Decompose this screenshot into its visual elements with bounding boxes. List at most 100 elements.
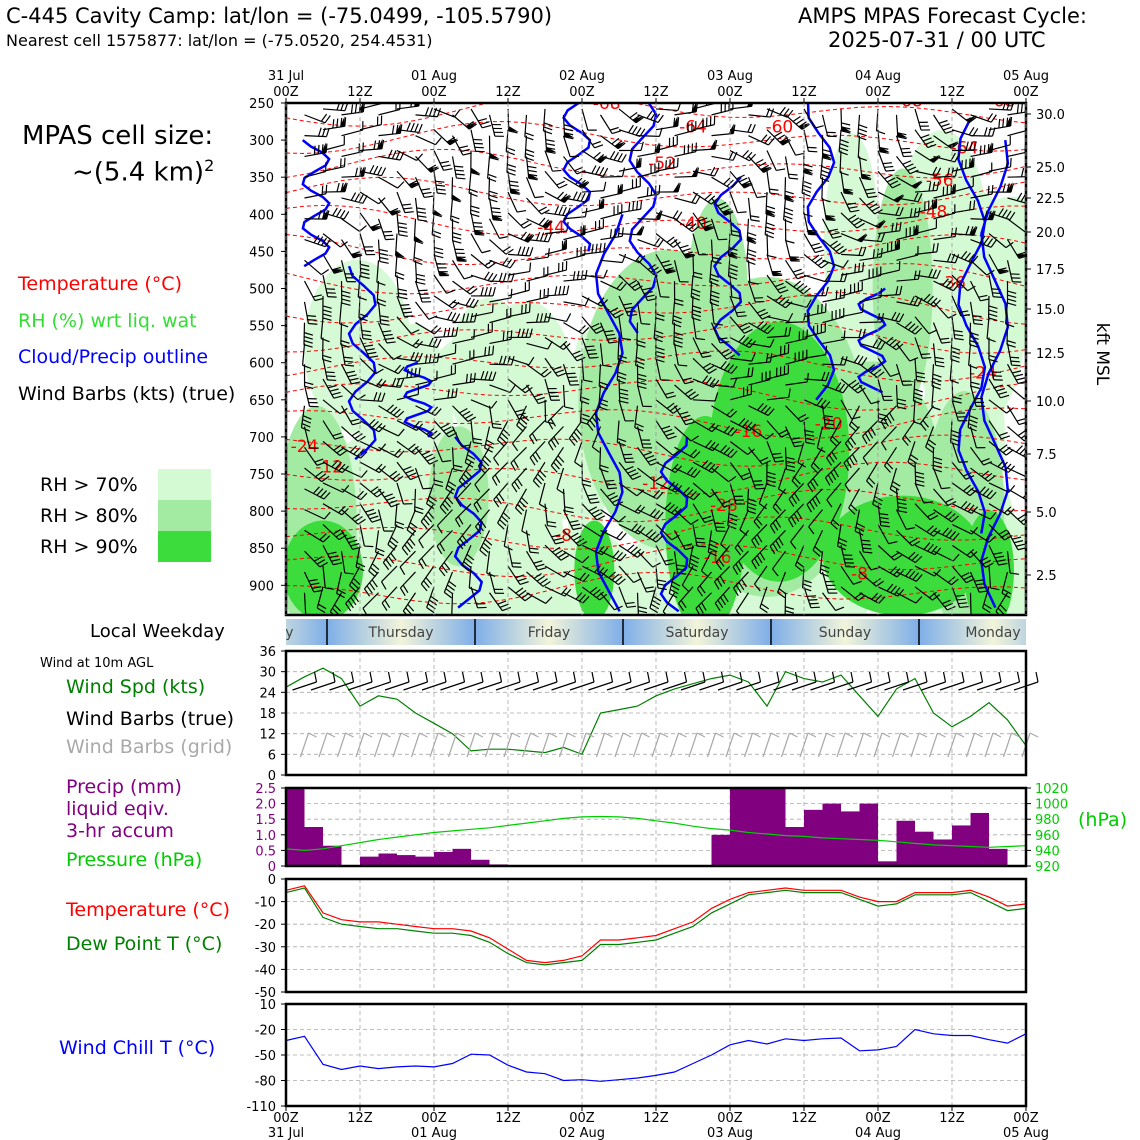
wind-barb — [488, 177, 498, 203]
time-tick-label: 12Z — [643, 85, 669, 100]
wind-barb — [969, 280, 990, 302]
surface-wind-barb-grid — [429, 732, 447, 758]
surface-wind-barb-grid — [780, 732, 798, 758]
wind-barb — [563, 529, 588, 547]
wind-barb — [933, 204, 956, 220]
wind-barb — [544, 336, 571, 351]
cross-section-plot: -68-64 -60-68 -68-64-56-52-48-44 -40-36-24-… — [286, 103, 1026, 615]
wind-barb — [322, 157, 346, 172]
wind-barb — [599, 343, 612, 368]
wind-barb — [766, 344, 790, 359]
wind-barb — [711, 176, 738, 189]
cell-size-title: MPAS cell size: — [22, 121, 214, 151]
wind-barb — [375, 530, 385, 557]
wind-barb — [563, 571, 590, 582]
wind-barb — [377, 218, 395, 241]
wind-barb — [436, 529, 453, 555]
wind-barb — [734, 530, 749, 556]
surface-wind-barb-grid — [706, 732, 724, 758]
wind-barb — [316, 586, 327, 614]
wind-barb — [544, 357, 567, 377]
kft-axis-label: kft MSL — [1092, 323, 1112, 386]
wind-barb — [785, 299, 812, 308]
wind-barb — [581, 269, 608, 279]
wind-barb — [970, 259, 995, 276]
wind-barb — [858, 176, 878, 199]
wind-barb — [414, 260, 426, 285]
surface-wind-barb-true — [791, 671, 817, 691]
wind-barb — [600, 550, 627, 562]
wind-barb — [711, 361, 738, 374]
wind-barb — [581, 337, 599, 359]
wind-barb — [600, 280, 627, 291]
wind-barb — [507, 399, 528, 420]
cloud-outline — [857, 287, 887, 394]
wind-barb — [655, 135, 678, 152]
surface-wind-barb-true — [347, 671, 373, 691]
precip-bar — [804, 809, 823, 866]
rh70-region — [475, 468, 545, 615]
wind-barb — [711, 444, 738, 459]
wind-barb — [951, 586, 969, 609]
wind-barb — [895, 364, 912, 386]
wind-barb — [933, 592, 956, 611]
wind-barb — [840, 212, 865, 229]
wind-barb — [967, 405, 979, 432]
wind-barb — [636, 322, 646, 348]
wind-barb — [322, 181, 348, 193]
wind-barb — [377, 322, 396, 344]
legend-temperature: Temperature (°C) — [18, 273, 182, 295]
y-tick-label: 6 — [268, 748, 276, 763]
wind-barb — [359, 191, 386, 205]
wind-barb — [303, 280, 324, 302]
wind-barb — [340, 363, 361, 385]
wind-barb — [914, 542, 942, 556]
dew-panel-label: Dew Point T (°C) — [66, 933, 223, 955]
wind-barb — [451, 156, 466, 180]
surface-wind-barb-true — [606, 671, 632, 691]
wind-barb — [544, 524, 565, 545]
cell-size-value: ~(5.4 km)2 — [72, 156, 214, 188]
local-weekday-label: Local Weekday — [90, 621, 225, 642]
wind-barb — [493, 482, 509, 508]
wind-barb — [988, 544, 1008, 566]
wind-barb — [988, 233, 1014, 249]
wind-barb — [932, 114, 955, 134]
wind-barb — [359, 233, 376, 256]
wind-barb — [507, 191, 527, 213]
wind-barb — [821, 218, 842, 239]
wind-barb — [528, 420, 546, 445]
wind-barb — [586, 405, 601, 431]
wind-barb — [914, 219, 938, 235]
precip-bar — [785, 827, 804, 866]
wind-barb — [784, 239, 801, 262]
wind-barb — [415, 446, 439, 465]
pressure-label: Pressure (hPa) — [66, 849, 203, 871]
wind-barb — [525, 176, 544, 199]
wind-barb — [396, 275, 408, 300]
wind-barb — [821, 405, 835, 430]
pressure-tick-label: 400 — [249, 208, 274, 223]
wind-barb — [526, 248, 550, 261]
surface-wind-barb-grid — [336, 732, 354, 758]
wind-barb — [470, 345, 495, 359]
wind-barb — [715, 544, 731, 571]
y-tick-label: -40 — [255, 963, 276, 978]
wind-barb — [970, 550, 994, 568]
wind-barb — [380, 565, 398, 590]
surface-wind-barb-grid — [392, 732, 410, 758]
wind-barb — [806, 488, 823, 513]
wind-barb — [526, 363, 552, 378]
wind-barb — [785, 405, 809, 423]
wind-barb — [458, 461, 473, 488]
surface-wind-barb-true — [458, 671, 484, 691]
y-tick-label: 0 — [268, 873, 276, 888]
time-tick-label: 00Z — [865, 85, 891, 100]
precip-bar — [304, 827, 323, 866]
surface-wind-barb-grid — [614, 732, 632, 758]
wind-barb — [655, 544, 675, 566]
wind-barb — [507, 328, 533, 339]
wind-barb — [812, 530, 824, 557]
surface-wind-barb-true — [976, 671, 1002, 691]
weekday-label: Friday — [528, 625, 570, 641]
